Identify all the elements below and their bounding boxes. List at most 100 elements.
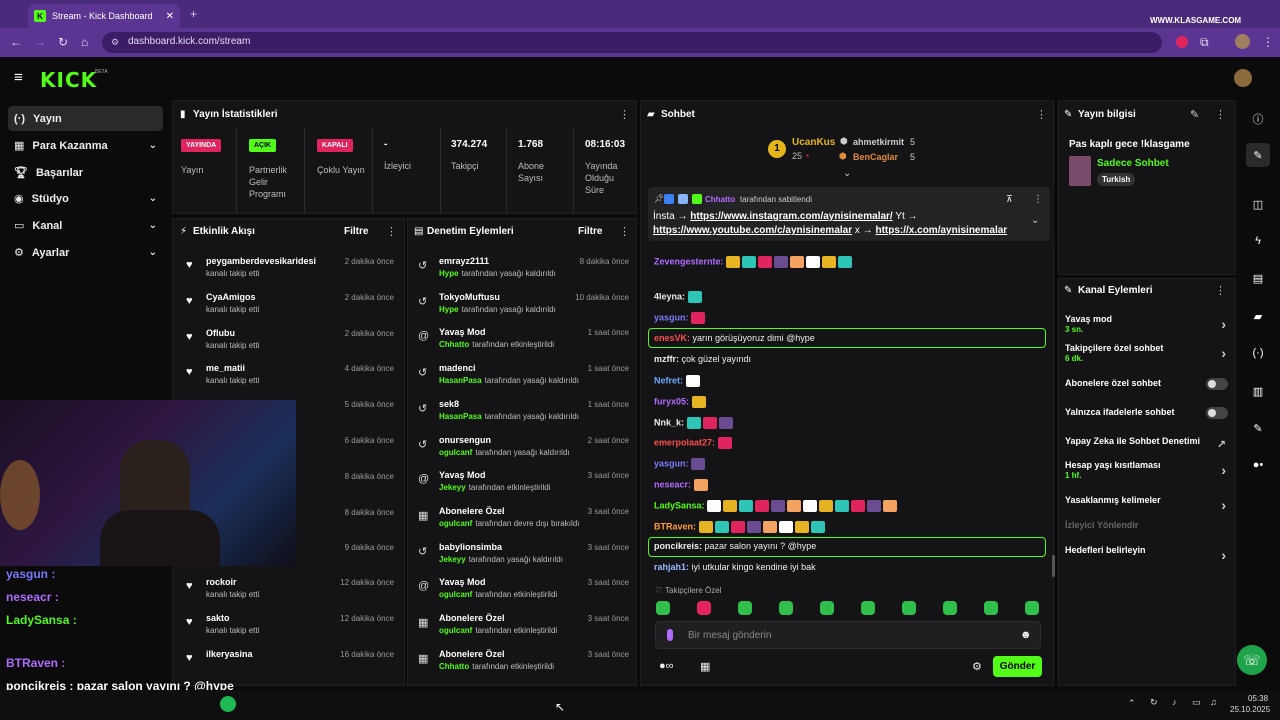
emote-icon[interactable] <box>867 500 882 512</box>
moderation-target[interactable]: TokyoMuftusu <box>439 291 500 302</box>
emote-icon[interactable] <box>686 417 701 429</box>
chevron-right-icon[interactable]: › <box>1221 345 1226 361</box>
store-icon[interactable]: ▦ <box>700 661 711 673</box>
activity-item[interactable]: ♥ rockoir kanalı takip etti 12 dakika önce <box>182 577 398 611</box>
activity-item[interactable]: 9 dakika önce <box>182 542 398 576</box>
emote-icon[interactable] <box>723 500 738 512</box>
youtube-link[interactable]: https://www.youtube.com/c/aynisinemalar <box>653 225 853 236</box>
emote-icon[interactable] <box>739 500 754 512</box>
moderation-item[interactable]: ▦ Abonelere Özel ogulcanf tarafından etkinl… <box>413 613 633 647</box>
moderation-item[interactable]: ↺ babylionsimba Jekeyy tarafından yasağı ka… <box>413 542 633 576</box>
info-icon[interactable]: ⓘ <box>1252 114 1264 126</box>
moderator-name[interactable]: Jekeyy <box>439 554 466 564</box>
activity-item[interactable]: ♥ peygamberdevesikaridesi kanalı takip ett… <box>182 256 398 290</box>
sidebar-item-para-kazanma[interactable]: ▦ Para Kazanma ⌄ <box>8 133 163 158</box>
chat-username[interactable]: poncikreis: <box>654 541 703 551</box>
moderation-target[interactable]: emrayz2111 <box>439 256 490 266</box>
emote-icon[interactable] <box>742 256 757 268</box>
moderator-name[interactable]: HasanPasa <box>439 411 482 421</box>
chat-username[interactable]: emerpolaat27: <box>654 437 716 448</box>
emote-icon[interactable] <box>774 256 789 268</box>
chat-message[interactable]: poncikreis: pazar salon yayını ? @hype <box>654 541 816 551</box>
channel-action-item[interactable]: Yapay Zeka ile Sohbet Denetimi ↗ <box>1065 436 1230 451</box>
focus-icon[interactable]: ◫ <box>1252 198 1264 211</box>
clipboard-icon[interactable]: ▤ <box>1252 272 1264 285</box>
tag-chip[interactable]: Turkish <box>1097 173 1136 186</box>
chat-placeholder[interactable]: Bir mesaj gönderin <box>688 630 772 641</box>
chat-username[interactable]: Zevengesternte: <box>654 256 724 267</box>
moderation-filter-button[interactable]: Filtre <box>578 226 603 237</box>
points-icon[interactable]: ●∞ <box>659 660 674 672</box>
sidebar-item-yayin[interactable]: (·) Yayın <box>8 106 163 131</box>
layout-icon[interactable]: ▥ <box>1252 385 1264 398</box>
moderation-target[interactable]: Yavaş Mod <box>439 470 486 481</box>
emote-icon[interactable] <box>819 500 834 512</box>
chat-input[interactable] <box>655 621 1041 649</box>
toggle-switch[interactable] <box>1206 407 1228 419</box>
chat-username[interactable]: mzffr: <box>654 354 679 364</box>
moderation-item[interactable]: ↺ madenci HasanPasa tarafından yasağı kaldı… <box>413 363 633 397</box>
emote-icon[interactable] <box>835 500 850 512</box>
send-button[interactable]: Gönder <box>993 656 1042 677</box>
channel-action-item[interactable]: Abonelere özel sohbet <box>1065 378 1230 390</box>
emote-icon[interactable] <box>790 256 805 268</box>
chat-message[interactable]: enesVK: yarın görüşüyoruz dimi @hype <box>654 333 815 343</box>
emote-icon[interactable] <box>698 521 713 533</box>
expand-pinned-icon[interactable]: ⌄ <box>1031 215 1040 226</box>
moderation-target[interactable]: babylionsimba <box>439 541 503 552</box>
emote-icon[interactable] <box>806 256 821 268</box>
new-tab-icon[interactable]: + <box>190 7 198 21</box>
moderation-target[interactable]: madenci <box>439 363 476 374</box>
emote-icon[interactable] <box>810 521 825 533</box>
gifter-name[interactable]: BenCaglar <box>853 152 899 162</box>
emote-icon[interactable] <box>851 500 866 512</box>
sidebar-item-ayarlar[interactable]: ⚙ Ayarlar ⌄ <box>8 240 163 265</box>
instagram-link[interactable]: https://www.instagram.com/aynisinemalar/ <box>690 211 893 222</box>
toggle-switch[interactable] <box>1206 378 1228 390</box>
moderation-item[interactable]: @ Yavaş Mod Chhatto tarafından etkinleştiri… <box>413 327 633 361</box>
chat-message[interactable]: 4leyna: <box>654 291 704 303</box>
chat-message[interactable]: LadySansa: <box>654 500 899 512</box>
emote-icon[interactable] <box>762 521 777 533</box>
chat-username[interactable]: rahjah1: <box>654 562 690 572</box>
emote-icon[interactable] <box>687 291 702 303</box>
pinned-menu-icon[interactable]: ⋮ <box>1033 194 1043 205</box>
activity-user[interactable]: Oflubu <box>206 328 235 338</box>
moderator-name[interactable]: ogulcanf <box>439 518 473 528</box>
chat-username[interactable]: BTRaven: <box>654 521 697 532</box>
home-icon[interactable]: ⌂ <box>81 35 89 49</box>
chevron-right-icon[interactable]: › <box>1221 462 1226 478</box>
url-bar[interactable] <box>102 32 1162 53</box>
activity-item[interactable]: ♥ ilkeryasina 16 dakika önce <box>182 649 398 683</box>
moderation-item[interactable]: ↺ sek8 HasanPasa tarafından yasağı kaldırıl… <box>413 399 633 433</box>
activity-item[interactable]: ♥ CyaAmigos kanalı takip etti 2 dakika önce <box>182 292 398 326</box>
moderation-menu-icon[interactable]: ⋮ <box>619 226 630 238</box>
activity-user[interactable]: CyaAmigos <box>206 292 256 302</box>
chat-username[interactable]: LadySansa: <box>654 500 705 511</box>
chevron-right-icon[interactable]: › <box>1221 497 1226 513</box>
chevron-right-icon[interactable]: › <box>1221 547 1226 563</box>
activity-item[interactable]: ♥ Oflubu kanalı takip etti 2 dakika önce <box>182 328 398 362</box>
moderator-name[interactable]: ogulcanf <box>439 590 473 600</box>
chat-username[interactable]: furyx05: <box>654 396 690 407</box>
activity-item[interactable]: ♥ me_matii kanalı takip etti 4 dakika önce <box>182 363 398 397</box>
chat-username[interactable]: enesVK: <box>654 333 691 343</box>
quick-emote-icon[interactable] <box>656 601 670 615</box>
chat-message[interactable]: yasgun: <box>654 312 707 324</box>
moderator-name[interactable]: ogulcanf <box>439 447 473 457</box>
emote-icon[interactable] <box>685 375 700 387</box>
top-gifter-name[interactable]: UcanKus <box>792 137 836 148</box>
emote-icon[interactable] <box>707 500 722 512</box>
moderator-name[interactable]: Chhatto <box>439 340 470 350</box>
moderation-item[interactable]: @ Yavaş Mod Jekeyy tarafından etkinleştiril… <box>413 470 633 504</box>
channel-actions-menu-icon[interactable]: ⋮ <box>1215 285 1226 297</box>
browser-tab[interactable]: K Stream - Kick Dashboard ✕ <box>28 4 180 28</box>
chevron-right-icon[interactable]: › <box>1221 316 1226 332</box>
emote-icon[interactable] <box>691 312 706 324</box>
chat-settings-icon[interactable]: ⚙ <box>972 661 982 673</box>
chat-message[interactable]: mzffr: çok güzel yayındı <box>654 354 751 364</box>
chat-username[interactable]: Nnk_k: <box>654 417 685 428</box>
site-info-icon[interactable]: ⚙ <box>111 37 120 47</box>
emote-icon[interactable] <box>726 256 741 268</box>
moderation-item[interactable]: ↺ TokyoMuftusu Hype tarafından yasağı kaldı… <box>413 292 633 326</box>
